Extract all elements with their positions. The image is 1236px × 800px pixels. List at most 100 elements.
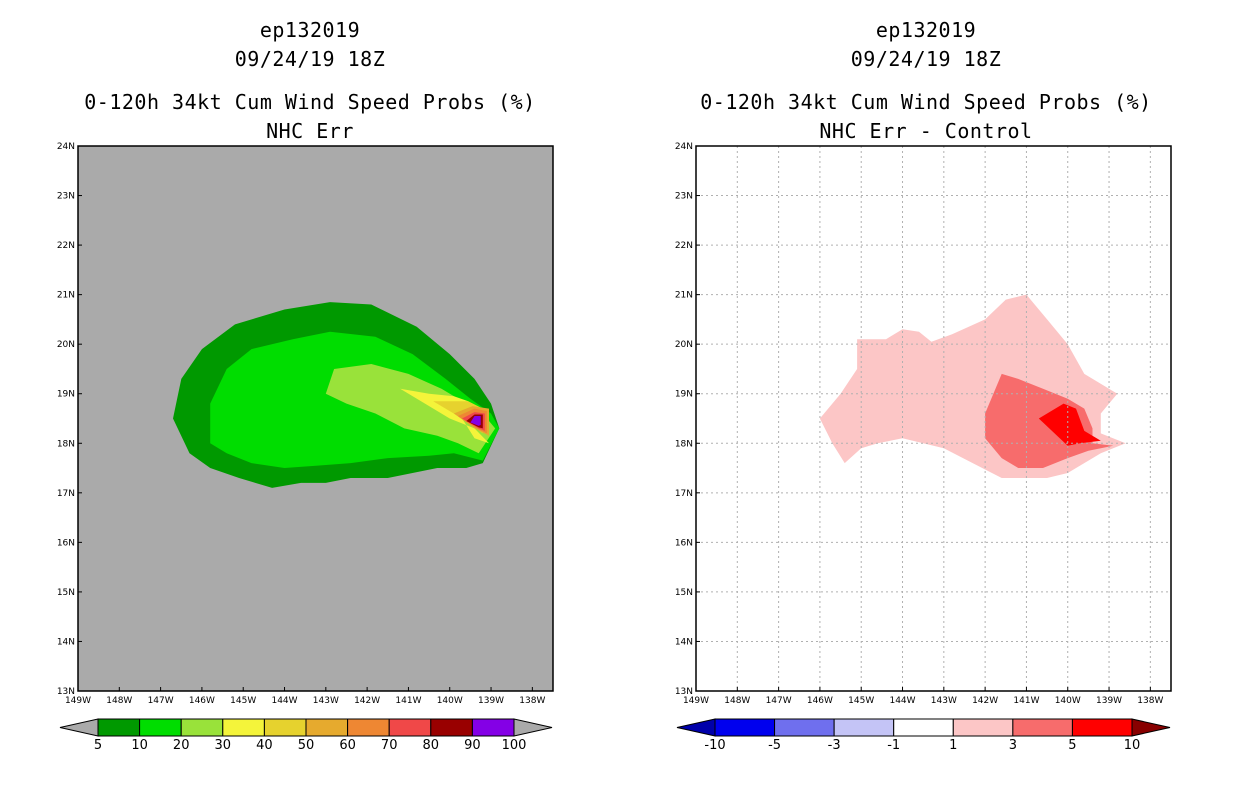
plot-frame <box>695 145 1172 692</box>
left-storm-id: ep132019 <box>259 18 361 42</box>
x-tick-label: 143W <box>931 696 957 706</box>
y-tick-label: 18N <box>675 439 693 449</box>
left-chart-title: 0-120h 34kt Cum Wind Speed Probs (%) <box>84 90 536 114</box>
colorbar-arrow-right <box>1131 718 1171 737</box>
colorbar-label: 1 <box>949 738 957 753</box>
contour-fills <box>173 302 500 488</box>
colorbar-box <box>1071 718 1133 737</box>
colorbar-label: 10 <box>131 738 148 753</box>
colorbar-box <box>305 718 349 737</box>
x-tick-label: 138W <box>519 696 545 706</box>
x-tick-label: 141W <box>1013 696 1039 706</box>
y-tick-label: 23N <box>57 192 75 202</box>
colorbar-label: -1 <box>887 738 900 753</box>
map-panel-left: 149W 148W 147W 146W 145W 144W 143W 142W 141W 140W… <box>57 142 554 706</box>
x-tick-label: 140W <box>437 696 463 706</box>
colorbar-label: -10 <box>704 738 725 753</box>
x-tick-label: 147W <box>766 696 792 706</box>
colorbar-box <box>263 718 307 737</box>
map-panel-right: 149W 148W 147W 146W 145W 144W 143W 142W 141W 140W… <box>675 142 1172 706</box>
right-chart-title: 0-120h 34kt Cum Wind Speed Probs (%) <box>700 90 1152 114</box>
colorbar-label: 3 <box>1009 738 1017 753</box>
colorbar-right: -10 -5 -3 -1 1 3 5 10 <box>676 718 1171 753</box>
colorbar-box <box>139 718 182 737</box>
x-tick-label: 149W <box>683 696 709 706</box>
y-tick-label: 19N <box>57 390 75 400</box>
right-chart-subtitle: NHC Err - Control <box>819 119 1033 143</box>
colorbar-box <box>471 718 515 737</box>
colorbar-box <box>893 718 954 737</box>
y-tick-label: 21N <box>57 291 75 301</box>
y-tick-label: 15N <box>675 588 693 598</box>
colorbar-label: 5 <box>94 738 102 753</box>
colorbar-label: 20 <box>173 738 190 753</box>
x-tick-label: 146W <box>189 696 215 706</box>
colorbar-box <box>347 718 390 737</box>
y-tick-label: 24N <box>675 142 693 152</box>
x-tick-label: 145W <box>848 696 874 706</box>
colorbar-box <box>222 718 265 737</box>
colorbar-label: 10 <box>1124 738 1141 753</box>
x-tick-label: 138W <box>1137 696 1163 706</box>
x-tick-label: 148W <box>106 696 132 706</box>
y-tick-label: 17N <box>57 489 75 499</box>
x-tick-label: 142W <box>354 696 380 706</box>
colorbar-label: 40 <box>256 738 273 753</box>
x-tick-label: 145W <box>230 696 256 706</box>
x-tick-label: 139W <box>1096 696 1122 706</box>
left-chart-subtitle: NHC Err <box>266 119 354 143</box>
y-tick-label: 22N <box>675 241 693 251</box>
right-storm-id: ep132019 <box>875 18 977 42</box>
colorbar-arrow-right <box>513 718 553 737</box>
colorbar-arrow-left <box>59 718 99 737</box>
colorbar-arrow-left <box>676 718 716 737</box>
colorbar-label: 90 <box>464 738 481 753</box>
y-tick-label: 20N <box>675 340 693 350</box>
y-tick-label: 15N <box>57 588 75 598</box>
x-tick-label: 139W <box>478 696 504 706</box>
colorbar-box <box>388 718 432 737</box>
colorbar-label: 80 <box>423 738 440 753</box>
y-tick-label: 24N <box>57 142 75 152</box>
y-tick-label: 16N <box>57 538 75 548</box>
y-tick-label: 19N <box>675 390 693 400</box>
x-tick-label: 149W <box>65 696 91 706</box>
colorbar-box <box>1012 718 1073 737</box>
colorbar-label: 60 <box>339 738 356 753</box>
grid-lines <box>696 146 1171 691</box>
y-tick-label: 20N <box>57 340 75 350</box>
colorbar-box <box>774 718 835 737</box>
y-tick-label: 23N <box>675 192 693 202</box>
colorbar-label: 30 <box>215 738 232 753</box>
x-tick-label: 147W <box>148 696 174 706</box>
colorbar-box <box>952 718 1014 737</box>
colorbar-box <box>833 718 895 737</box>
y-tick-label: 16N <box>675 538 693 548</box>
colorbar-box <box>97 718 141 737</box>
right-datetime: 09/24/19 18Z <box>850 47 1002 71</box>
y-tick-label: 13N <box>675 687 693 697</box>
contour-level-5 <box>1038 403 1101 446</box>
colorbar-box <box>430 718 473 737</box>
x-tick-label: 140W <box>1055 696 1081 706</box>
contour-level-20 <box>325 364 496 454</box>
left-datetime: 09/24/19 18Z <box>234 47 386 71</box>
colorbar-label: 5 <box>1068 738 1076 753</box>
y-tick-label: 21N <box>675 291 693 301</box>
plot-frame <box>77 145 554 692</box>
y-tick-label: 14N <box>57 637 75 647</box>
y-tick-label: 22N <box>57 241 75 251</box>
y-tick-label: 18N <box>57 439 75 449</box>
contour-level-90 <box>470 416 481 426</box>
x-tick-label: 144W <box>889 696 915 706</box>
colorbar-box <box>714 718 776 737</box>
y-tick-label: 13N <box>57 687 75 697</box>
colorbar-label: 100 <box>502 738 527 753</box>
y-tick-label: 14N <box>675 637 693 647</box>
x-tick-label: 143W <box>313 696 339 706</box>
colorbar-label: -3 <box>828 738 841 753</box>
y-tick-label: 17N <box>675 489 693 499</box>
colorbar-label: -5 <box>768 738 781 753</box>
x-tick-label: 144W <box>271 696 297 706</box>
colorbar-box <box>180 718 224 737</box>
